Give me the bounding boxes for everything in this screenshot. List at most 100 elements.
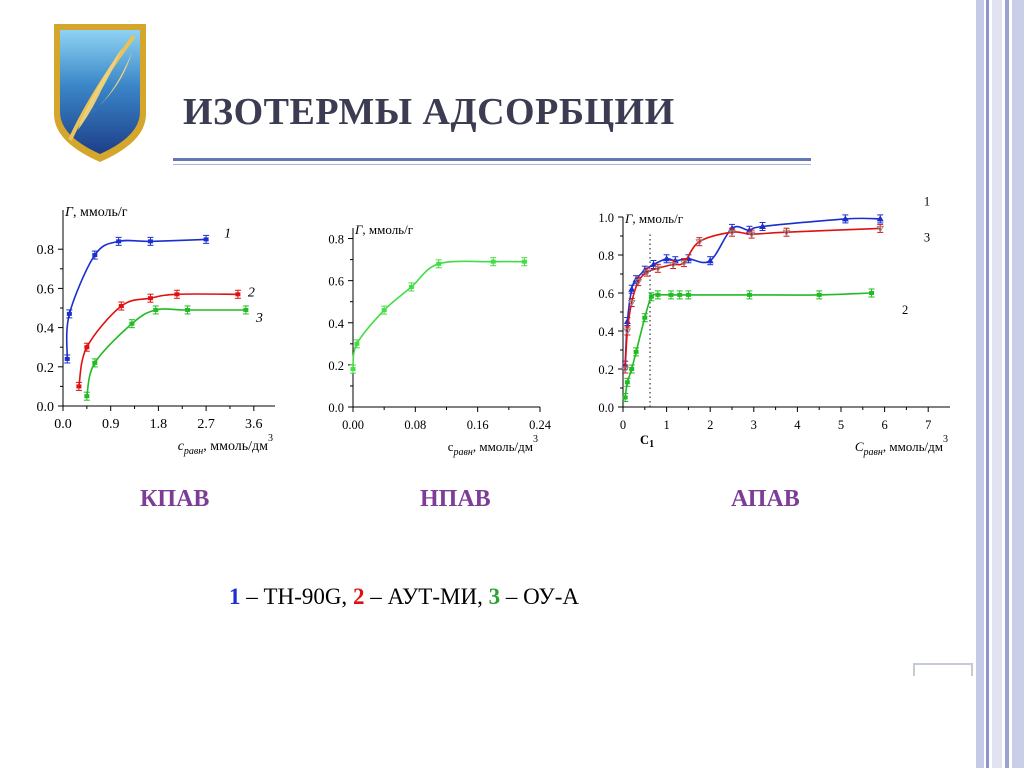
x-tick-label: 0.08	[404, 418, 426, 432]
x-tick-label: 0	[620, 418, 626, 432]
marker-square	[624, 380, 630, 385]
data-point	[706, 256, 714, 266]
slide-title: ИЗОТЕРМЫ АДСОРБЦИИ	[183, 91, 675, 133]
data-point	[115, 236, 122, 246]
data-point	[728, 227, 736, 237]
marker-triangle	[628, 285, 636, 292]
data-point	[876, 214, 884, 224]
marker-square	[436, 261, 442, 266]
x-tick-label: 3.6	[245, 417, 263, 432]
data-point	[628, 284, 636, 294]
y-tick-label: 0.2	[37, 361, 55, 376]
marker-triangle	[623, 318, 631, 324]
data-point	[746, 290, 753, 300]
x-tick-label: 5	[838, 418, 844, 432]
x-tick-label: 1	[663, 418, 669, 432]
marker-square	[185, 307, 191, 312]
legend-text-1: – ТН-90G,	[240, 584, 353, 609]
y-tick-label: 0.6	[598, 287, 614, 301]
data-point	[654, 290, 661, 300]
marker-triangle-open	[782, 229, 791, 237]
data-point	[745, 225, 753, 235]
marker-square	[92, 253, 98, 258]
marker-square	[677, 292, 683, 297]
y-tick-label: 0.8	[37, 243, 55, 258]
data-point	[676, 290, 683, 300]
marker-triangle-open	[623, 328, 632, 335]
data-point	[490, 257, 497, 267]
marker-triangle-open	[876, 225, 885, 233]
corner-bracket	[913, 663, 973, 676]
legend-text: 1 – ТН-90G, 2 – АУТ-МИ, 3 – ОУ-А	[229, 584, 579, 610]
data-point	[671, 256, 679, 266]
x-tick-label: 0.0	[54, 417, 72, 432]
data-point	[91, 250, 98, 260]
data-point	[242, 305, 249, 315]
data-point	[876, 223, 885, 233]
x-axis-label: сравн, ммоль/дм3	[448, 434, 538, 458]
marker-square	[147, 296, 153, 301]
data-point	[621, 364, 630, 374]
series-label-1: 1	[224, 226, 231, 241]
data-point	[622, 393, 629, 402]
marker-triangle	[650, 261, 658, 267]
marker-square	[76, 384, 82, 389]
marker-square	[92, 360, 98, 365]
marker-square	[629, 367, 635, 371]
data-point	[184, 305, 191, 315]
data-point	[653, 263, 662, 273]
series-label-3: 3	[255, 311, 263, 326]
title-underline-thin	[173, 164, 811, 165]
caption-npav: НПАВ	[420, 486, 491, 512]
marker-square	[642, 315, 648, 320]
x-tick-label: 6	[881, 418, 887, 432]
marker-square	[668, 292, 674, 297]
series-label-2: 2	[902, 303, 908, 317]
data-point	[663, 254, 671, 264]
x-axis-label: Cравн, ммоль/дм3	[855, 434, 948, 458]
data-point	[627, 298, 636, 307]
data-point	[173, 289, 180, 299]
series-label-3: 3	[924, 231, 930, 245]
marker-square	[118, 304, 124, 309]
data-point	[747, 229, 756, 239]
data-point	[643, 267, 651, 277]
marker-square	[746, 292, 752, 297]
data-point	[628, 364, 635, 374]
x-tick-label: 7	[925, 418, 931, 432]
marker-triangle	[841, 215, 849, 222]
marker-triangle-open	[747, 231, 756, 239]
data-point	[152, 305, 159, 315]
marker-square	[622, 395, 628, 400]
data-point	[667, 290, 674, 300]
data-point	[435, 259, 442, 269]
x-tick-label: 4	[794, 418, 801, 432]
y-tick-label: 0.8	[328, 233, 344, 247]
y-tick-label: 1.0	[598, 211, 614, 225]
data-point	[83, 391, 90, 401]
caption-kpav: КПАВ	[140, 486, 210, 512]
marker-triangle-open	[643, 269, 651, 277]
marker-triangle	[728, 224, 736, 231]
marker-square	[655, 292, 661, 297]
x-tick-label: 2	[707, 418, 713, 432]
y-tick-label: 0.8	[598, 249, 614, 263]
marker-triangle-open	[669, 262, 678, 269]
marker-square	[66, 311, 72, 316]
data-point	[118, 301, 125, 311]
data-point	[684, 254, 692, 264]
marker-square	[350, 367, 356, 372]
marker-square	[84, 394, 90, 399]
marker-triangle-open	[695, 239, 704, 246]
marker-square	[203, 237, 209, 242]
marker-square	[381, 308, 387, 313]
data-point	[83, 342, 90, 352]
data-point	[203, 234, 210, 244]
data-point	[408, 282, 415, 292]
marker-square	[490, 259, 496, 264]
data-point	[350, 364, 356, 374]
marker-square	[84, 345, 90, 350]
marker-triangle	[876, 215, 884, 222]
y-axis-label: Г, ммоль/г	[64, 205, 128, 220]
marker-square	[235, 292, 241, 297]
